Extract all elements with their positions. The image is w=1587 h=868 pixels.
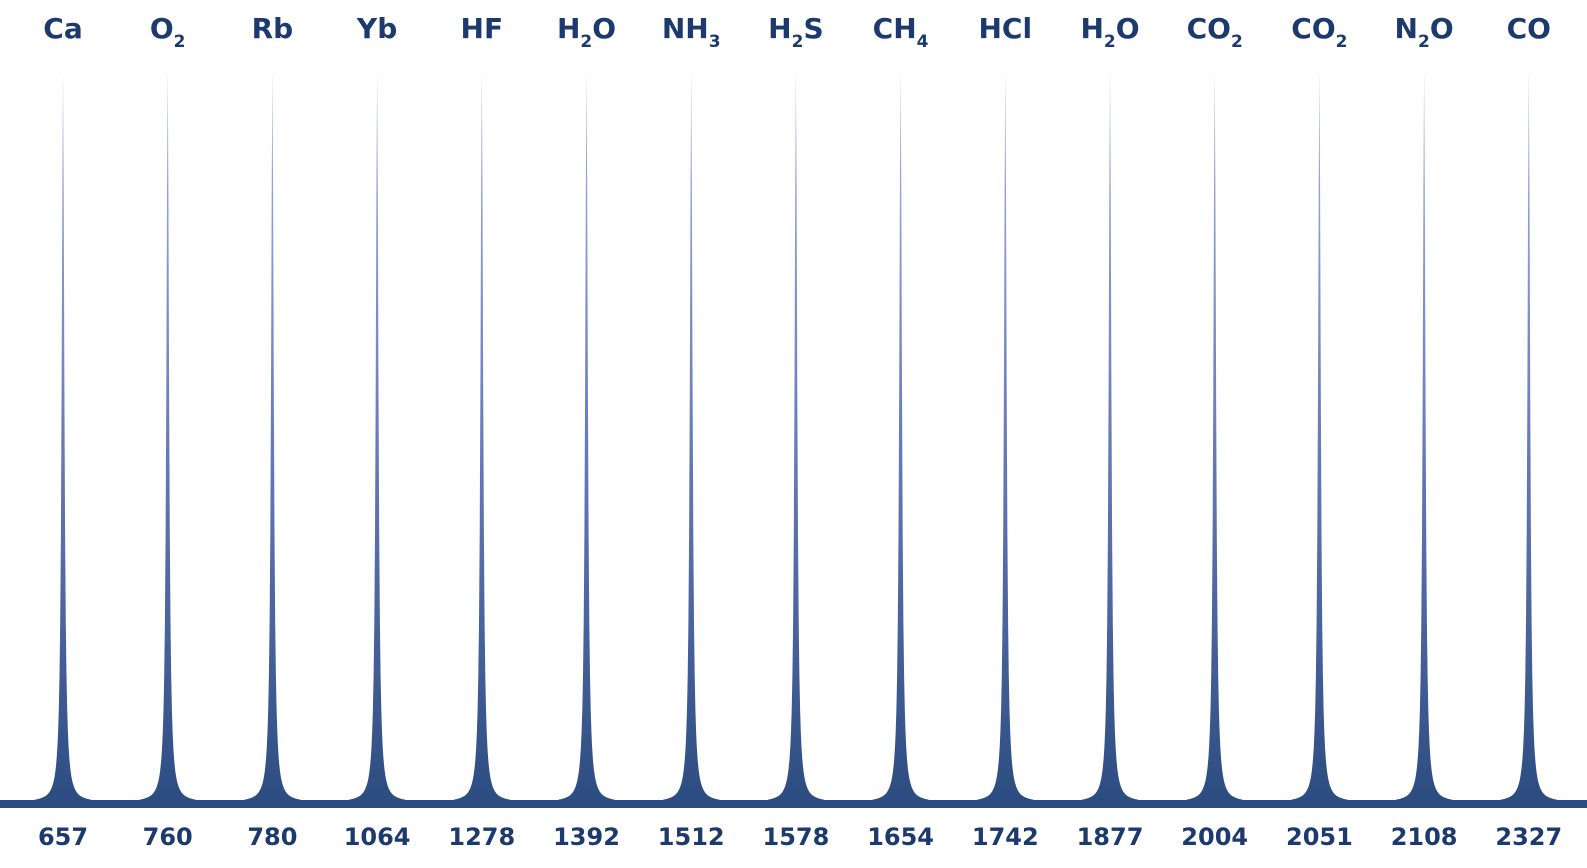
species-subscript: 2	[1418, 32, 1430, 52]
species-label: H2O	[557, 12, 616, 52]
species-label: HCl	[979, 12, 1033, 45]
wavelength-label: 1278	[448, 823, 515, 851]
species-text: HF	[461, 12, 504, 45]
species-text: Ca	[43, 12, 82, 45]
species-subscript: 3	[709, 32, 721, 52]
species-text: H	[1080, 12, 1103, 45]
species-label: CO2	[1291, 12, 1347, 52]
species-text: H	[768, 12, 791, 45]
species-label: H2O	[1080, 12, 1139, 52]
species-text: O	[592, 12, 616, 45]
species-label: Yb	[356, 12, 397, 45]
wavelength-label: 760	[143, 823, 193, 851]
species-label: CO2	[1187, 12, 1243, 52]
species-label: H2S	[768, 12, 823, 52]
species-label: Ca	[43, 12, 82, 45]
wavelength-label: 780	[247, 823, 297, 851]
species-subscript: 2	[580, 32, 592, 52]
species-text: O	[150, 12, 174, 45]
wavelength-label: 1742	[972, 823, 1039, 851]
peaks-layer	[35, 72, 1557, 808]
wavelength-label: 1578	[763, 823, 830, 851]
species-text: NH	[662, 12, 709, 45]
species-subscript: 2	[792, 32, 804, 52]
wavelength-labels: 657 760 780 1064 1278 1392 1512 1578 1654 1742 187…	[38, 823, 1562, 851]
species-text: Rb	[252, 12, 294, 45]
species-text: N	[1395, 12, 1418, 45]
species-text: O	[1430, 12, 1454, 45]
wavelength-label: 1392	[553, 823, 620, 851]
species-text: S	[803, 12, 823, 45]
species-text: CH	[873, 12, 917, 45]
species-label: N2O	[1395, 12, 1454, 52]
wavelength-label: 2327	[1495, 823, 1562, 851]
species-text: O	[1116, 12, 1140, 45]
wavelength-label: 2004	[1181, 823, 1248, 851]
wavelength-label: 657	[38, 823, 88, 851]
wavelength-label: 1877	[1077, 823, 1144, 851]
species-labels: Ca O2 Rb Yb HF H2O NH3 H2S CH4 HCl H2O CO2 CO2 N2O CO	[43, 12, 1551, 52]
wavelength-label: 1512	[658, 823, 725, 851]
species-text: CO	[1291, 12, 1335, 45]
species-subscript: 4	[917, 32, 929, 52]
species-label: CO	[1507, 12, 1551, 45]
species-text: CO	[1507, 12, 1551, 45]
wavelength-label: 1064	[344, 823, 411, 851]
species-subscript: 2	[174, 32, 186, 52]
species-text: H	[557, 12, 580, 45]
wavelength-label: 1654	[867, 823, 934, 851]
species-label: O2	[150, 12, 186, 52]
baseline-layer	[0, 800, 1587, 808]
wavelength-label: 2051	[1286, 823, 1353, 851]
species-label: Rb	[252, 12, 294, 45]
species-subscript: 2	[1336, 32, 1348, 52]
species-text: HCl	[979, 12, 1033, 45]
species-subscript: 2	[1104, 32, 1116, 52]
wavelength-label: 2108	[1391, 823, 1458, 851]
species-subscript: 2	[1231, 32, 1243, 52]
species-label: NH3	[662, 12, 721, 52]
species-text: CO	[1187, 12, 1231, 45]
species-label: HF	[461, 12, 504, 45]
species-label: CH4	[873, 12, 929, 52]
species-text: Yb	[356, 12, 397, 45]
baseline	[0, 800, 1587, 808]
